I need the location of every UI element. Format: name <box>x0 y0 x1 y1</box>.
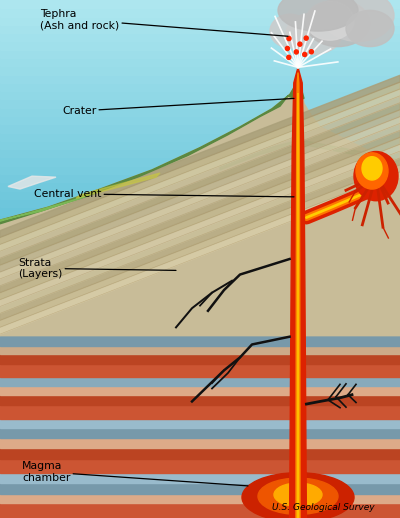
Polygon shape <box>0 75 400 237</box>
Polygon shape <box>220 140 400 170</box>
Ellipse shape <box>346 10 394 47</box>
Polygon shape <box>0 158 400 320</box>
Bar <box>0 405 400 419</box>
Bar <box>0 156 400 166</box>
Polygon shape <box>290 67 306 518</box>
Bar <box>0 74 400 83</box>
Bar <box>0 40 400 50</box>
Polygon shape <box>0 110 400 272</box>
Bar <box>0 377 400 386</box>
Polygon shape <box>0 117 400 279</box>
Bar <box>0 428 400 438</box>
Ellipse shape <box>242 472 354 518</box>
Ellipse shape <box>294 50 298 54</box>
Polygon shape <box>0 89 400 251</box>
Text: Tephra
(Ash and rock): Tephra (Ash and rock) <box>40 9 288 36</box>
Bar <box>0 82 400 91</box>
Bar <box>0 346 400 354</box>
Bar <box>0 395 400 405</box>
Bar <box>0 448 400 459</box>
Bar <box>0 32 400 41</box>
Ellipse shape <box>270 15 310 48</box>
Text: Magma
chamber: Magma chamber <box>22 461 248 486</box>
Polygon shape <box>0 96 400 258</box>
Bar <box>0 57 400 66</box>
Bar <box>0 181 400 191</box>
Bar <box>0 223 400 232</box>
Polygon shape <box>0 82 400 244</box>
Ellipse shape <box>309 50 313 54</box>
Ellipse shape <box>306 0 370 47</box>
Ellipse shape <box>303 52 307 56</box>
Text: Strata
(Layers): Strata (Layers) <box>18 257 176 279</box>
Text: U.S. Geological Survey: U.S. Geological Survey <box>272 503 375 512</box>
Bar <box>0 90 400 99</box>
Bar <box>0 364 400 377</box>
Bar <box>0 190 400 199</box>
Bar <box>0 165 400 174</box>
Bar <box>0 132 400 141</box>
Bar <box>0 459 400 473</box>
Polygon shape <box>0 165 400 327</box>
Bar <box>0 214 400 224</box>
Ellipse shape <box>286 47 290 51</box>
Bar <box>0 206 400 215</box>
Bar <box>0 107 400 116</box>
Ellipse shape <box>287 36 291 40</box>
Bar <box>0 115 400 124</box>
Bar <box>0 198 400 207</box>
Polygon shape <box>0 145 400 307</box>
Bar <box>0 7 400 17</box>
Bar <box>0 123 400 133</box>
Bar <box>0 16 400 25</box>
Bar <box>0 140 400 149</box>
Bar <box>0 148 400 157</box>
Bar <box>0 438 400 448</box>
Text: Crater: Crater <box>62 98 294 116</box>
Polygon shape <box>0 172 400 334</box>
Bar <box>0 173 400 182</box>
Text: Central vent: Central vent <box>34 189 294 199</box>
Bar <box>0 239 400 249</box>
Polygon shape <box>0 137 400 299</box>
Polygon shape <box>0 77 400 336</box>
Bar <box>0 419 400 428</box>
Polygon shape <box>297 93 299 518</box>
Bar <box>0 354 400 364</box>
Polygon shape <box>0 151 400 313</box>
Bar <box>0 0 400 8</box>
Bar <box>0 231 400 240</box>
Bar <box>0 386 400 395</box>
Ellipse shape <box>322 0 394 41</box>
Polygon shape <box>0 131 400 293</box>
Ellipse shape <box>354 151 398 201</box>
Polygon shape <box>0 124 400 286</box>
Ellipse shape <box>278 0 358 31</box>
Ellipse shape <box>298 42 302 46</box>
Ellipse shape <box>286 13 342 54</box>
Ellipse shape <box>356 153 388 189</box>
Ellipse shape <box>362 156 382 180</box>
Polygon shape <box>8 176 56 189</box>
Polygon shape <box>296 73 300 518</box>
Ellipse shape <box>258 478 338 514</box>
Bar <box>0 483 400 494</box>
Bar <box>0 98 400 108</box>
Polygon shape <box>0 103 400 265</box>
Bar <box>0 49 400 58</box>
Bar <box>0 24 400 33</box>
Ellipse shape <box>304 36 308 40</box>
Ellipse shape <box>306 2 354 40</box>
Polygon shape <box>76 173 160 198</box>
Polygon shape <box>0 77 304 224</box>
Ellipse shape <box>287 55 291 60</box>
Bar <box>0 336 400 346</box>
Bar <box>0 503 400 518</box>
Ellipse shape <box>274 483 322 507</box>
Polygon shape <box>0 196 88 221</box>
Bar <box>0 473 400 483</box>
Bar <box>0 494 400 503</box>
Bar <box>0 65 400 75</box>
